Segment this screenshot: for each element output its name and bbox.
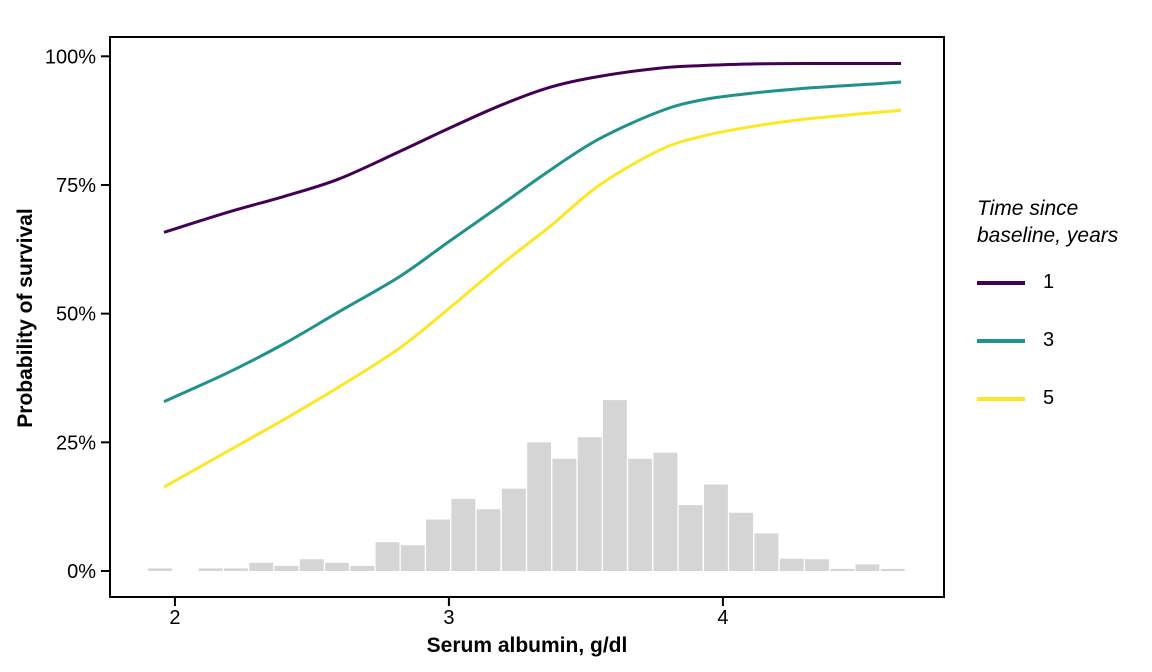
x-tick-label: 3 (443, 607, 454, 629)
histogram-bar (350, 565, 375, 571)
y-axis-title: Probability of survival (14, 208, 37, 428)
histogram-bar (704, 484, 728, 571)
histogram-bar (855, 564, 880, 571)
legend-title: Time since baseline, years (977, 197, 1119, 247)
histogram-bar (880, 568, 905, 571)
legend-key-line (977, 280, 1025, 285)
legend: Time since baseline, years 1 3 5 (977, 196, 1151, 428)
x-tick-label: 2 (169, 607, 180, 629)
histogram-bar (779, 558, 804, 572)
histogram-bar (527, 442, 552, 571)
histogram-bar (299, 559, 324, 571)
histogram-bar (830, 568, 855, 571)
survival-line-1yr (163, 61, 902, 234)
histogram-bar (198, 568, 223, 571)
histogram-bar (628, 458, 653, 571)
y-tick-label: 75% (56, 175, 96, 197)
legend-item-label: 1 (1043, 271, 1055, 294)
histogram-bar (400, 545, 425, 571)
histogram-bar (224, 568, 248, 571)
histogram-bar (148, 568, 173, 571)
panel-border (109, 36, 945, 598)
histogram-bar (678, 505, 703, 571)
histogram-bar (552, 458, 577, 571)
legend-item-label: 3 (1043, 329, 1055, 352)
histogram-bar (274, 565, 299, 571)
histogram-bar (501, 488, 526, 572)
histogram-bar (451, 498, 476, 571)
histogram-bar (476, 509, 501, 571)
x-axis-title: Serum albumin, g/dl (426, 634, 628, 657)
histogram-bar (577, 437, 602, 571)
survival-line-3yr (163, 80, 902, 404)
histogram-bar (754, 533, 779, 571)
legend-items: 1 3 5 (977, 254, 1151, 428)
legend-item: 1 (977, 254, 1151, 312)
histogram-bar (805, 559, 829, 571)
histogram-bar (653, 452, 678, 571)
histogram-bar (375, 542, 400, 571)
histogram-bar (602, 400, 627, 571)
legend-item: 5 (977, 370, 1151, 428)
histogram-bar (325, 562, 349, 571)
y-tick-label: 100% (45, 46, 96, 68)
y-tick-label: 0% (67, 561, 96, 583)
survival-line-5yr (163, 108, 902, 489)
x-tick-label: 4 (717, 607, 728, 629)
histogram-bar (249, 562, 274, 571)
legend-key-line (977, 338, 1025, 343)
legend-key-line (977, 396, 1025, 401)
histogram-bar (729, 512, 754, 571)
legend-item: 3 (977, 312, 1151, 370)
legend-item-label: 5 (1043, 387, 1055, 410)
y-tick-label: 50% (56, 304, 96, 326)
y-tick-label: 25% (56, 432, 96, 454)
histogram-bar (426, 519, 450, 571)
